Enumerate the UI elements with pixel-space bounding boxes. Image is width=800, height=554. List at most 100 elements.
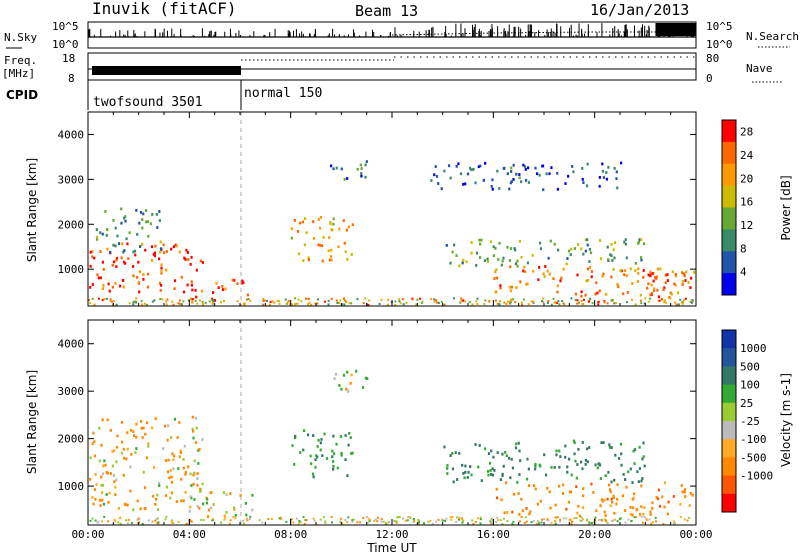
velocity-cell <box>544 473 548 477</box>
power-cell <box>183 256 186 260</box>
power-cell <box>364 297 367 300</box>
power-cell <box>378 302 381 305</box>
velocity-cell <box>582 487 585 491</box>
velocity-cell <box>451 467 455 471</box>
power-cell <box>538 241 542 245</box>
velocity-cell <box>109 472 112 475</box>
velocity-cell <box>558 465 561 469</box>
velocity-cell <box>197 462 200 465</box>
velocity-cell <box>122 473 125 477</box>
power-cell <box>128 231 131 235</box>
power-cell <box>479 164 482 168</box>
velocity-cell <box>501 474 504 478</box>
power-cell <box>114 244 117 248</box>
velocity-cell <box>251 508 254 512</box>
velocity-cell <box>610 446 613 449</box>
velocity-cell <box>554 522 557 525</box>
velocity-cell <box>190 520 193 523</box>
velocity-cell <box>412 517 415 520</box>
velocity-cell <box>656 497 660 501</box>
velocity-cell <box>176 436 179 439</box>
velocity-cell <box>157 521 160 524</box>
velocity-cell <box>598 518 601 521</box>
velocity-cell <box>606 521 609 524</box>
power-cell <box>588 266 592 269</box>
velocity-cell <box>380 520 383 523</box>
power-cell <box>556 290 559 294</box>
power-colorbar-segment <box>722 141 736 165</box>
velocity-cell <box>490 517 493 520</box>
velocity-cell <box>344 458 347 462</box>
nsky-panel: N.Sky 10^5 10^0 10^5 10^0 N.Search <box>4 20 799 51</box>
power-ytick-label: 1000 <box>58 263 85 276</box>
power-cell <box>588 260 591 263</box>
velocity-cell <box>278 517 281 520</box>
power-cell <box>656 267 659 271</box>
velocity-cell <box>643 506 646 510</box>
power-cell <box>584 249 587 253</box>
velocity-cell <box>635 508 639 511</box>
velocity-cell <box>649 510 652 514</box>
velocity-cell <box>418 521 421 524</box>
power-cell <box>586 243 589 247</box>
power-cell <box>459 301 462 304</box>
power-cell <box>344 250 347 254</box>
power-cell <box>496 302 499 305</box>
power-cell <box>680 301 683 304</box>
velocity-cell <box>691 493 694 497</box>
velocity-cell <box>512 492 516 496</box>
velocity-cell <box>515 442 518 446</box>
velocity-cell <box>463 476 466 480</box>
power-cell <box>474 181 477 185</box>
velocity-cell <box>93 488 97 492</box>
power-cell <box>612 248 615 252</box>
power-cell <box>556 187 560 191</box>
velocity-cell <box>592 491 595 494</box>
power-cell <box>634 303 637 306</box>
power-cell <box>159 250 162 254</box>
velocity-cell <box>429 519 432 522</box>
velocity-cell <box>635 515 638 518</box>
velocity-cell <box>232 515 235 518</box>
velocity-cell <box>631 481 634 484</box>
power-cell <box>653 289 656 292</box>
velocity-cell <box>220 521 223 524</box>
power-cell <box>399 302 402 305</box>
power-cell <box>322 235 325 239</box>
power-cell <box>477 165 480 169</box>
velocity-cell <box>167 458 170 462</box>
velocity-cell <box>346 474 349 478</box>
power-cell <box>190 280 193 284</box>
power-cell <box>433 300 436 303</box>
power-cell <box>541 164 545 168</box>
velocity-cell <box>184 470 187 474</box>
velocity-cell <box>688 504 691 508</box>
velocity-cell <box>182 466 185 470</box>
power-cell <box>647 300 650 303</box>
power-colorbar-segment <box>722 251 736 274</box>
power-cell <box>616 283 619 286</box>
power-cell <box>652 279 655 283</box>
velocity-cell <box>627 518 630 521</box>
velocity-cell <box>302 448 305 452</box>
power-cell <box>605 171 608 174</box>
power-cell <box>95 228 98 231</box>
velocity-cell <box>228 522 231 525</box>
power-cell <box>419 297 422 300</box>
power-cell <box>610 254 613 258</box>
power-cell <box>553 242 556 246</box>
velocity-cell <box>641 477 644 480</box>
velocity-cell <box>365 515 368 518</box>
power-cell <box>101 232 104 236</box>
velocity-cell <box>99 504 102 507</box>
freq-tick-top: 18 <box>62 52 75 65</box>
power-cell <box>483 259 487 262</box>
cpid-panel: CPID twofsound 3501 normal 150 <box>6 80 322 110</box>
velocity-cell <box>136 521 139 524</box>
power-cell <box>630 298 633 301</box>
power-cell <box>343 297 346 300</box>
velocity-cell <box>98 498 102 502</box>
power-cell <box>500 263 503 267</box>
velocity-cell <box>658 504 662 508</box>
